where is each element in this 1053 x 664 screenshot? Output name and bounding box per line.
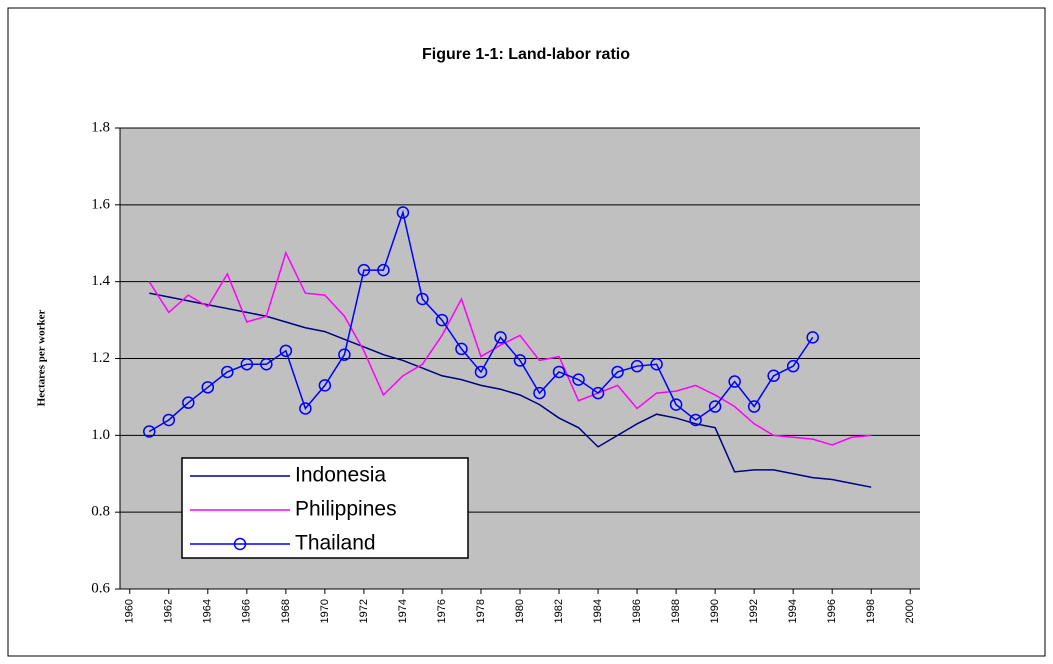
series-line (148, 209, 814, 433)
x-tick-label: 1990 (709, 599, 721, 623)
point-marker (747, 400, 761, 413)
point-marker (786, 359, 800, 373)
point-marker (552, 365, 566, 379)
legend-label: Indonesia (295, 464, 386, 487)
point-marker (396, 206, 410, 219)
point-marker (708, 400, 722, 413)
point-marker (279, 344, 293, 358)
x-tick-label: 1980 (514, 599, 526, 623)
point-marker (474, 365, 488, 379)
x-tick-label: 1988 (670, 599, 682, 623)
series-line (148, 250, 872, 446)
point-marker (377, 263, 390, 277)
point-marker (357, 263, 371, 277)
point-marker (143, 425, 156, 438)
point-marker (299, 402, 312, 415)
point-marker (240, 358, 254, 371)
y-tick-label: 0.6 (91, 580, 110, 596)
point-marker (435, 313, 449, 327)
point-marker (455, 342, 468, 356)
legend-box (181, 457, 469, 559)
series-line (149, 292, 872, 488)
point-marker (318, 379, 332, 392)
x-tick-label: 1992 (748, 599, 760, 623)
x-tick-label: 1986 (631, 599, 643, 623)
point-marker (182, 396, 195, 409)
x-tick-label: 1972 (358, 599, 370, 623)
x-tick-label: 1996 (826, 599, 838, 623)
point-marker (162, 413, 176, 427)
legend: Indonesia Philippines Thailand (181, 457, 469, 559)
point-marker (611, 365, 624, 379)
x-tick-label: 1968 (280, 599, 292, 623)
x-tick-label: 1998 (865, 599, 877, 623)
y-axis-label: Hectares per worker (36, 310, 48, 407)
y-tick-label: 0.8 (91, 504, 110, 520)
point-marker (630, 359, 644, 373)
point-marker (201, 381, 215, 394)
x-tick-label: 1962 (163, 599, 175, 623)
point-marker (689, 413, 702, 427)
point-marker (513, 354, 527, 367)
x-tick-label: 1978 (475, 599, 487, 623)
point-marker (533, 386, 546, 400)
point-marker (338, 348, 351, 361)
y-tick-label: 1.2 (91, 350, 110, 366)
x-tick-label: 1974 (397, 599, 409, 623)
y-tick-label: 1.8 (91, 119, 110, 135)
x-tick-label: 1966 (241, 599, 253, 623)
y-tick-label: 1.4 (91, 273, 110, 289)
x-tick-label: 1982 (553, 599, 565, 623)
point-marker (767, 369, 780, 383)
point-marker (260, 358, 273, 371)
point-marker (669, 398, 683, 411)
x-tick-label: 1970 (319, 599, 331, 623)
legend-marker (233, 537, 247, 551)
x-tick-label: 1994 (787, 599, 799, 623)
legend-label: Thailand (295, 532, 376, 555)
legend-label: Philippines (295, 498, 397, 521)
x-tick-label: 1976 (436, 599, 448, 623)
point-marker (650, 358, 663, 371)
chart-title: Figure 1-1: Land-labor ratio (422, 46, 630, 63)
x-tick-label: 1964 (202, 599, 214, 623)
point-marker (416, 292, 429, 306)
point-marker (221, 365, 234, 379)
x-tick-label: 2000 (904, 599, 916, 623)
point-marker (494, 331, 507, 344)
point-marker (728, 375, 741, 388)
x-tick-label: 1960 (124, 599, 136, 623)
point-marker (572, 373, 585, 386)
x-tick-label: 1984 (592, 599, 604, 623)
y-tick-label: 1.6 (91, 196, 110, 212)
point-marker (591, 386, 605, 400)
y-tick-label: 1.0 (91, 427, 110, 443)
point-marker (806, 331, 819, 344)
